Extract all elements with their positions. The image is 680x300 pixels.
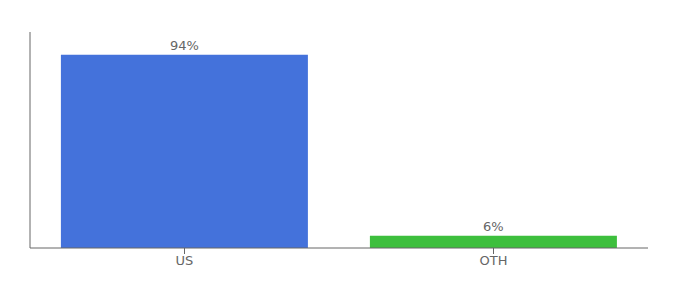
- svg-text:OTH: OTH: [480, 253, 508, 268]
- svg-text:94%: 94%: [170, 38, 199, 53]
- svg-text:6%: 6%: [483, 219, 504, 234]
- svg-text:US: US: [176, 253, 194, 268]
